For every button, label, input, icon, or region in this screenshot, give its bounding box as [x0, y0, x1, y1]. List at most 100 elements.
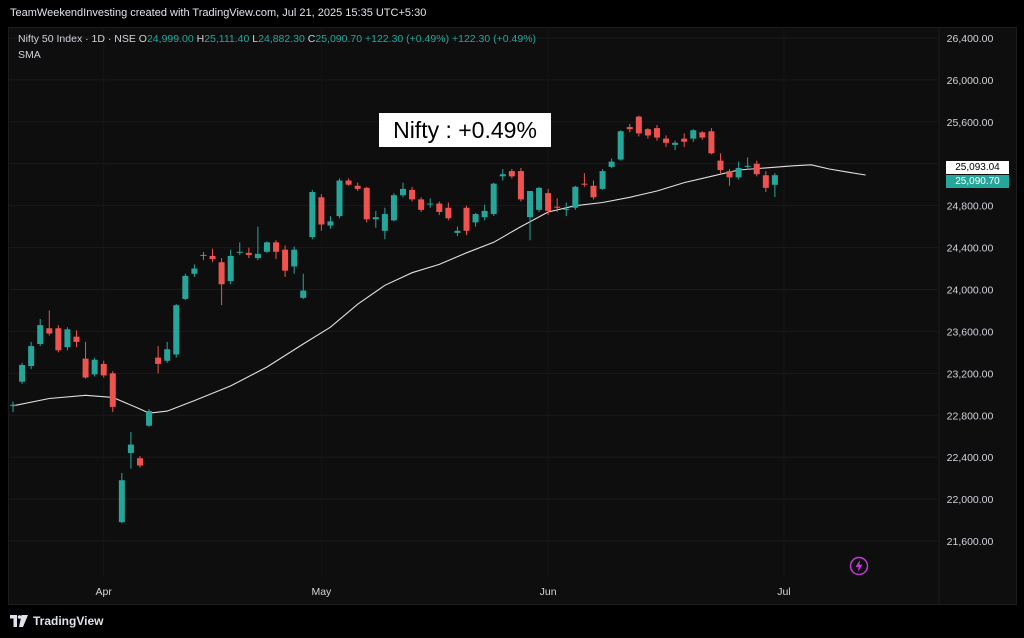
lightning-icon[interactable] — [849, 556, 869, 576]
candle-down — [363, 187, 370, 220]
y-tick-label: 24,400.00 — [947, 243, 994, 255]
candle-down — [753, 163, 760, 175]
candle-up — [254, 253, 261, 259]
candle-down — [418, 199, 425, 210]
candle-down — [136, 458, 143, 466]
candle-up — [327, 221, 334, 226]
change-value: +122.30 (+0.49%) — [365, 33, 450, 45]
candle-down — [663, 138, 670, 143]
candle-up — [191, 268, 198, 274]
top-bar: TeamWeekendInvesting created with Tradin… — [0, 0, 1024, 26]
y-tick-label: 21,600.00 — [947, 536, 994, 548]
candle-up — [472, 214, 479, 223]
candle-down — [155, 357, 162, 364]
candle-down — [273, 242, 280, 252]
candle-up — [400, 188, 407, 196]
candle-down — [517, 171, 524, 200]
candle-up — [390, 195, 397, 221]
candlestick-chart[interactable]: 26,400.0026,000.0025,600.0025,200.0024,8… — [8, 27, 1017, 605]
bottom-bar — [0, 606, 1024, 638]
candle-down — [354, 185, 361, 189]
low-value: 24,882.30 — [258, 33, 305, 45]
sma-indicator-label[interactable]: SMA — [18, 49, 41, 61]
candle-up — [309, 192, 316, 238]
candle-up — [617, 131, 624, 160]
candle-up — [372, 217, 379, 220]
y-tick-label: 22,800.00 — [947, 410, 994, 422]
candle-up — [91, 359, 98, 375]
symbol-name[interactable]: Nifty 50 Index · 1D · NSE — [18, 33, 136, 45]
candle-down — [635, 116, 642, 134]
candle-up — [10, 404, 16, 406]
candle-down — [73, 336, 80, 342]
candle-up — [263, 242, 270, 252]
candle-down — [581, 183, 588, 185]
candle-down — [218, 262, 225, 285]
candle-down — [409, 189, 416, 200]
candle-up — [771, 175, 778, 185]
low-label: L — [252, 33, 259, 45]
candle-down — [55, 328, 62, 351]
candle-up — [300, 290, 307, 298]
candle-down — [762, 175, 769, 188]
x-tick-label: May — [311, 586, 332, 598]
candle-up — [427, 203, 434, 205]
y-tick-label: 24,000.00 — [947, 285, 994, 297]
candle-down — [282, 249, 289, 271]
candle-up — [127, 444, 134, 453]
high-value: 25,111.40 — [204, 33, 250, 45]
candle-up — [499, 174, 506, 177]
y-tick-label: 26,400.00 — [947, 33, 994, 45]
open-label: O — [138, 33, 147, 45]
candle-up — [744, 165, 751, 167]
candle-down — [100, 363, 107, 376]
candle-up — [563, 208, 570, 210]
candle-down — [644, 129, 651, 136]
x-tick-label: Jul — [777, 586, 790, 598]
candle-up — [200, 254, 207, 256]
candle-down — [681, 138, 688, 142]
candle-up — [118, 480, 125, 523]
candle-down — [318, 197, 325, 225]
candle-down — [708, 131, 715, 154]
candle-up — [454, 230, 461, 233]
candle-up — [572, 186, 579, 208]
close-label: C — [307, 33, 316, 45]
annotation-box[interactable]: Nifty : +0.49% — [379, 113, 551, 147]
candle-down — [245, 252, 252, 255]
y-tick-label: 22,000.00 — [947, 494, 994, 506]
candle-down — [46, 328, 53, 334]
candle-up — [173, 305, 180, 355]
candle-up — [291, 249, 298, 267]
y-tick-label: 25,600.00 — [947, 117, 994, 129]
sma-price-tag: 25,093.04 — [946, 160, 1009, 174]
open-value: 24,999.00 — [146, 33, 194, 45]
candle-down — [209, 255, 216, 260]
candle-up — [336, 180, 343, 217]
candle-down — [726, 171, 733, 178]
candle-up — [490, 183, 497, 215]
candle-up — [599, 171, 606, 189]
candle-down — [717, 160, 724, 171]
y-tick-label: 22,400.00 — [947, 452, 994, 464]
close-value: 25,090.70 — [315, 33, 363, 45]
candle-up — [672, 142, 679, 145]
candle-up — [690, 130, 697, 139]
x-tick-label: Apr — [96, 586, 113, 598]
candle-up — [182, 275, 189, 299]
candle-up — [536, 187, 543, 210]
candle-down — [653, 128, 660, 138]
candle-down — [463, 207, 470, 231]
candle-down — [554, 206, 561, 208]
candle-down — [82, 358, 89, 378]
candle-down — [109, 373, 116, 407]
chart-attribution: TeamWeekendInvesting created with Tradin… — [10, 7, 427, 19]
candle-down — [626, 127, 633, 130]
candle-up — [526, 190, 533, 218]
x-tick-label: Jun — [540, 586, 557, 598]
candle-up — [381, 214, 388, 231]
candle-up — [164, 349, 171, 361]
tradingview-logo-icon[interactable] — [10, 615, 28, 627]
candle-down — [508, 171, 515, 177]
tradingview-brand[interactable]: TradingView — [33, 614, 104, 628]
